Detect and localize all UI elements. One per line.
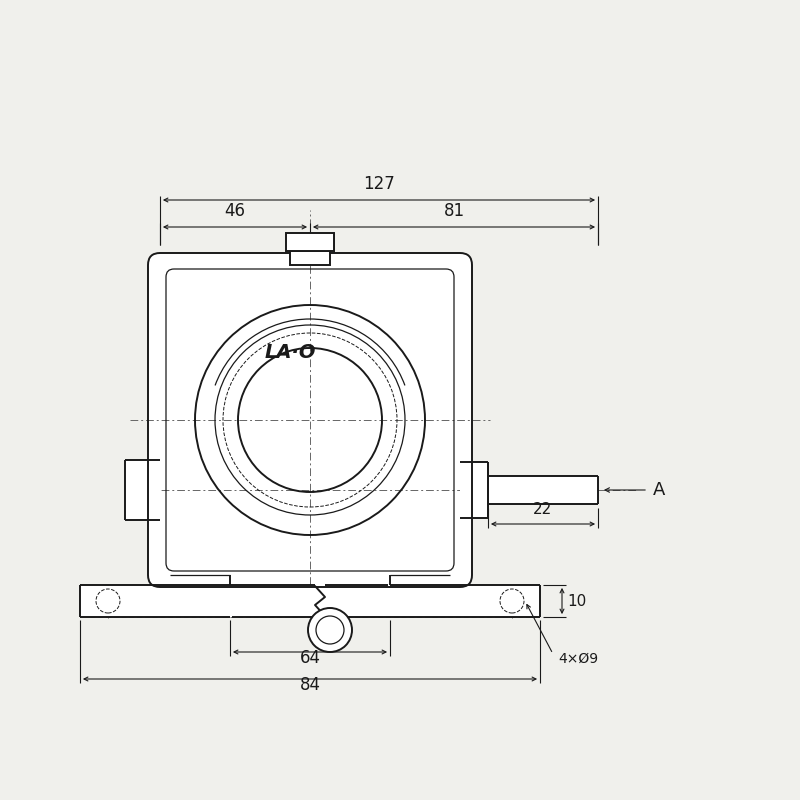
Text: 127: 127 [363, 175, 395, 193]
Text: LA·O: LA·O [264, 342, 316, 362]
Bar [125, 460, 160, 520]
Text: A: A [653, 481, 666, 499]
FancyBboxPatch shape [148, 253, 472, 587]
Bar [488, 476, 598, 504]
Bar [460, 462, 488, 518]
Text: 81: 81 [443, 202, 465, 220]
Text: 10: 10 [567, 594, 586, 609]
Bar [80, 585, 540, 617]
Text: 4×Ø9: 4×Ø9 [558, 652, 598, 666]
Text: 84: 84 [299, 676, 321, 694]
Text: 64: 64 [299, 649, 321, 667]
Text: 46: 46 [225, 202, 246, 220]
Bar [290, 251, 330, 265]
Bar [286, 233, 334, 251]
Circle shape [308, 608, 352, 652]
Text: 22: 22 [534, 502, 553, 517]
